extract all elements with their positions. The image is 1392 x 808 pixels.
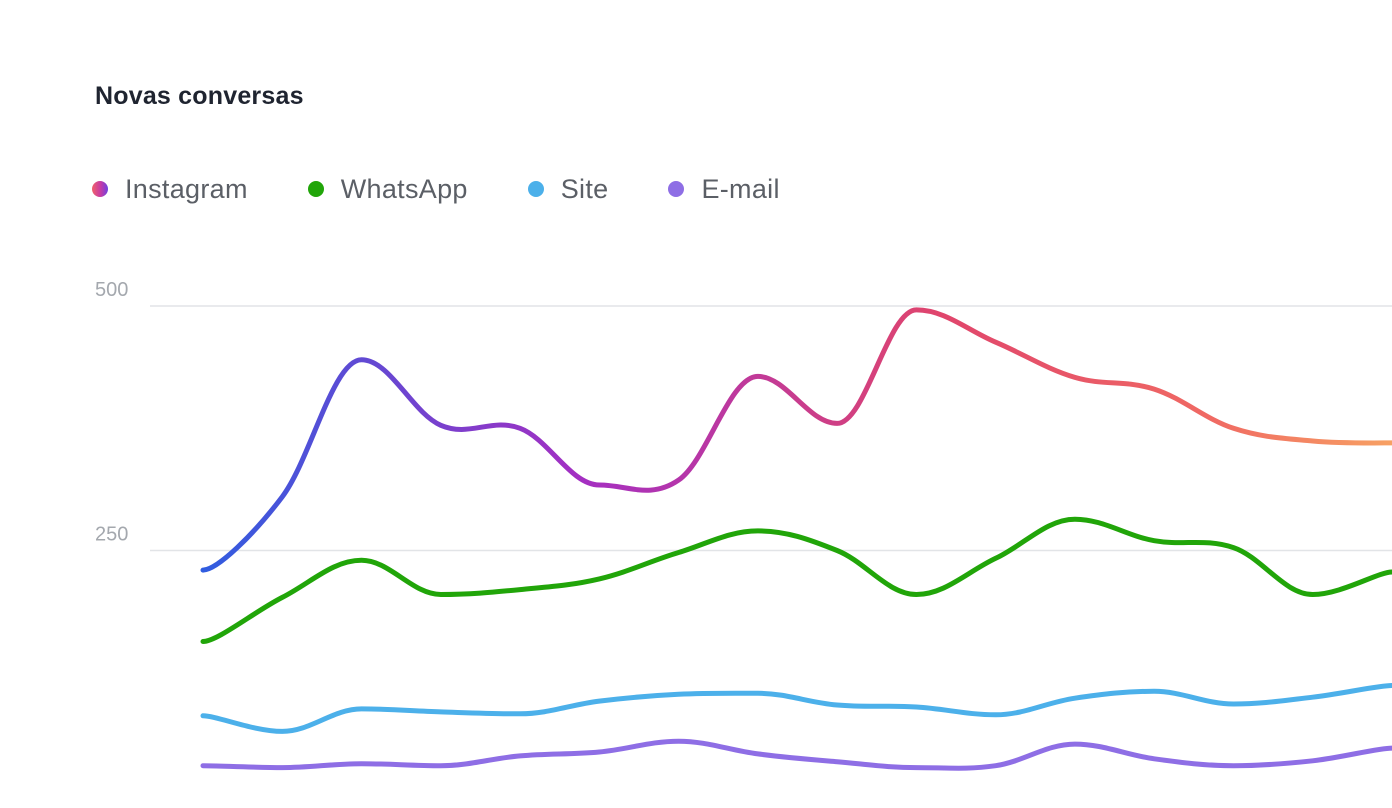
series-line-site[interactable] [200, 683, 1392, 734]
legend-label-instagram: Instagram [125, 173, 248, 204]
grid-layer: 250 500 [95, 279, 1392, 552]
legend-label-site: Site [560, 173, 609, 204]
series-line-instagram[interactable] [200, 307, 1392, 573]
series-line-whatsapp[interactable] [200, 516, 1392, 644]
legend-item-email[interactable]: E-mail [668, 174, 779, 205]
legend-item-whatsapp[interactable]: WhatsApp [307, 173, 468, 205]
legend-label-whatsapp: WhatsApp [340, 173, 468, 204]
chart-legend: Instagram WhatsApp Site E-mail [92, 170, 840, 208]
legend-label-email: E-mail [701, 173, 780, 204]
email-legend-dot [668, 181, 685, 197]
y-tick-label: 500 [95, 279, 128, 301]
site-legend-dot [527, 181, 544, 197]
instagram-legend-dot [92, 181, 108, 197]
y-tick-label: 250 [95, 524, 128, 546]
series-layer [200, 307, 1392, 771]
whatsapp-legend-dot [307, 181, 324, 197]
legend-item-site[interactable]: Site [527, 173, 609, 205]
series-line-e-mail[interactable] [200, 738, 1392, 771]
legend-item-instagram[interactable]: Instagram [92, 174, 248, 205]
chart-title: Novas conversas [95, 82, 304, 110]
